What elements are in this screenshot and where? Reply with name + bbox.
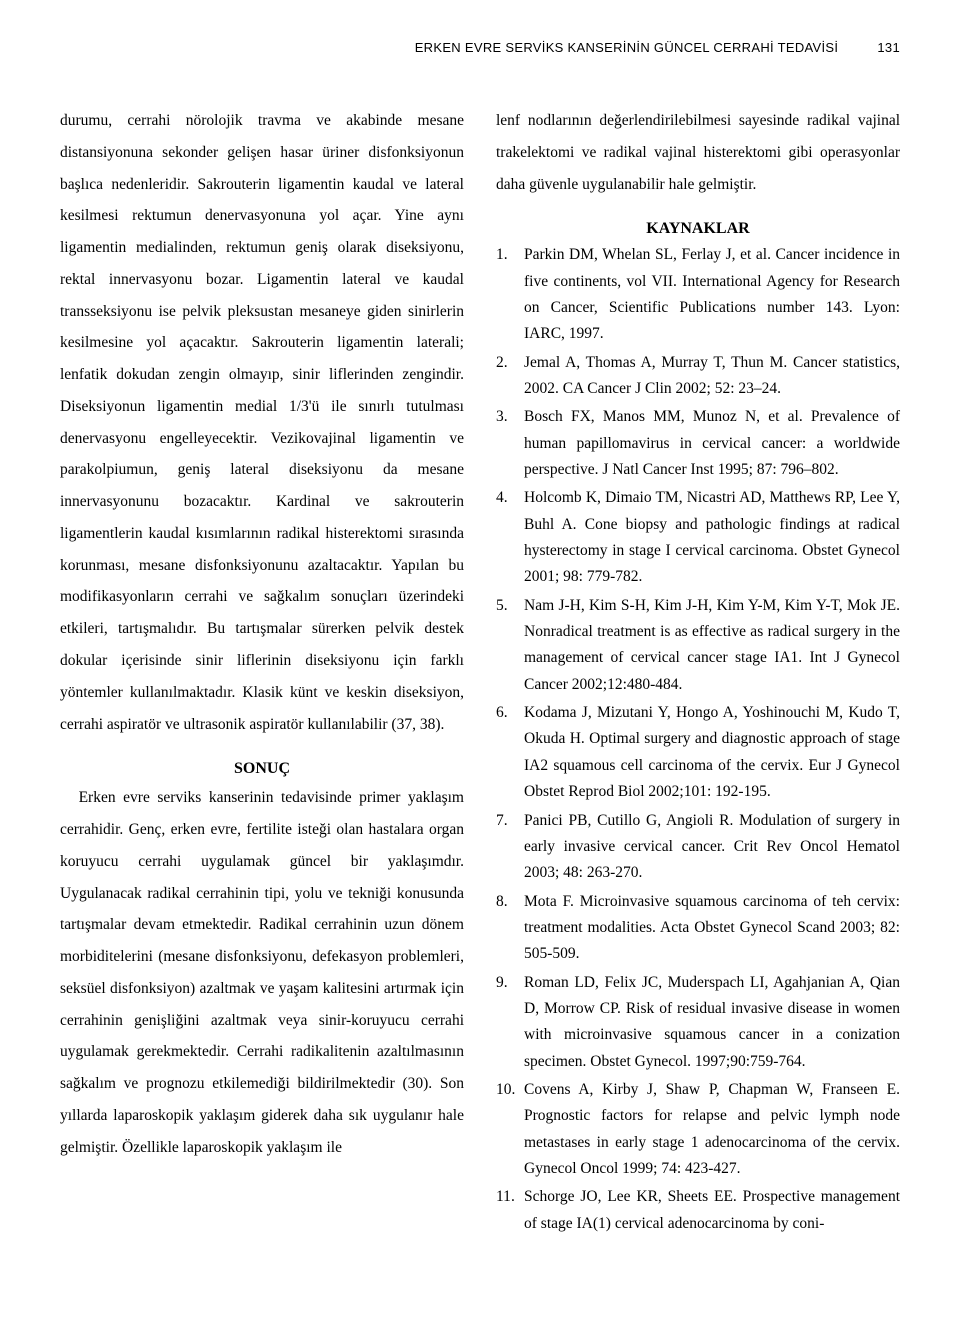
left-paragraph-1: durumu, cerrahi nörolojik travma ve akab… [60, 105, 464, 740]
kaynaklar-heading: KAYNAKLAR [496, 220, 900, 238]
reference-item: Jemal A, Thomas A, Murray T, Thun M. Can… [496, 350, 900, 403]
right-column: lenf nodlarının değerlendirilebilmesi sa… [496, 105, 900, 1239]
reference-item: Mota F. Microinvasive squamous carcinoma… [496, 889, 900, 968]
reference-item: Covens A, Kirby J, Shaw P, Chapman W, Fr… [496, 1077, 900, 1182]
two-column-layout: durumu, cerrahi nörolojik travma ve akab… [60, 105, 900, 1239]
left-paragraph-2: Erken evre serviks kanserinin tedavisind… [60, 782, 464, 1163]
reference-item: Schorge JO, Lee KR, Sheets EE. Prospecti… [496, 1184, 900, 1237]
running-head-title: ERKEN EVRE SERVİKS KANSERİNİN GÜNCEL CER… [415, 40, 839, 55]
reference-item: Nam J-H, Kim S-H, Kim J-H, Kim Y-M, Kim … [496, 593, 900, 698]
right-paragraph-1: lenf nodlarının değerlendirilebilmesi sa… [496, 105, 900, 200]
running-head: ERKEN EVRE SERVİKS KANSERİNİN GÜNCEL CER… [60, 40, 900, 55]
reference-item: Bosch FX, Manos MM, Munoz N, et al. Prev… [496, 404, 900, 483]
left-column: durumu, cerrahi nörolojik travma ve akab… [60, 105, 464, 1239]
reference-item: Roman LD, Felix JC, Muderspach LI, Agahj… [496, 970, 900, 1075]
references-list: Parkin DM, Whelan SL, Ferlay J, et al. C… [496, 242, 900, 1237]
reference-item: Kodama J, Mizutani Y, Hongo A, Yoshinouc… [496, 700, 900, 805]
reference-item: Panici PB, Cutillo G, Angioli R. Modulat… [496, 808, 900, 887]
reference-item: Holcomb K, Dimaio TM, Nicastri AD, Matth… [496, 485, 900, 590]
page-number: 131 [877, 40, 900, 55]
reference-item: Parkin DM, Whelan SL, Ferlay J, et al. C… [496, 242, 900, 347]
sonuc-heading: SONUÇ [60, 760, 464, 778]
